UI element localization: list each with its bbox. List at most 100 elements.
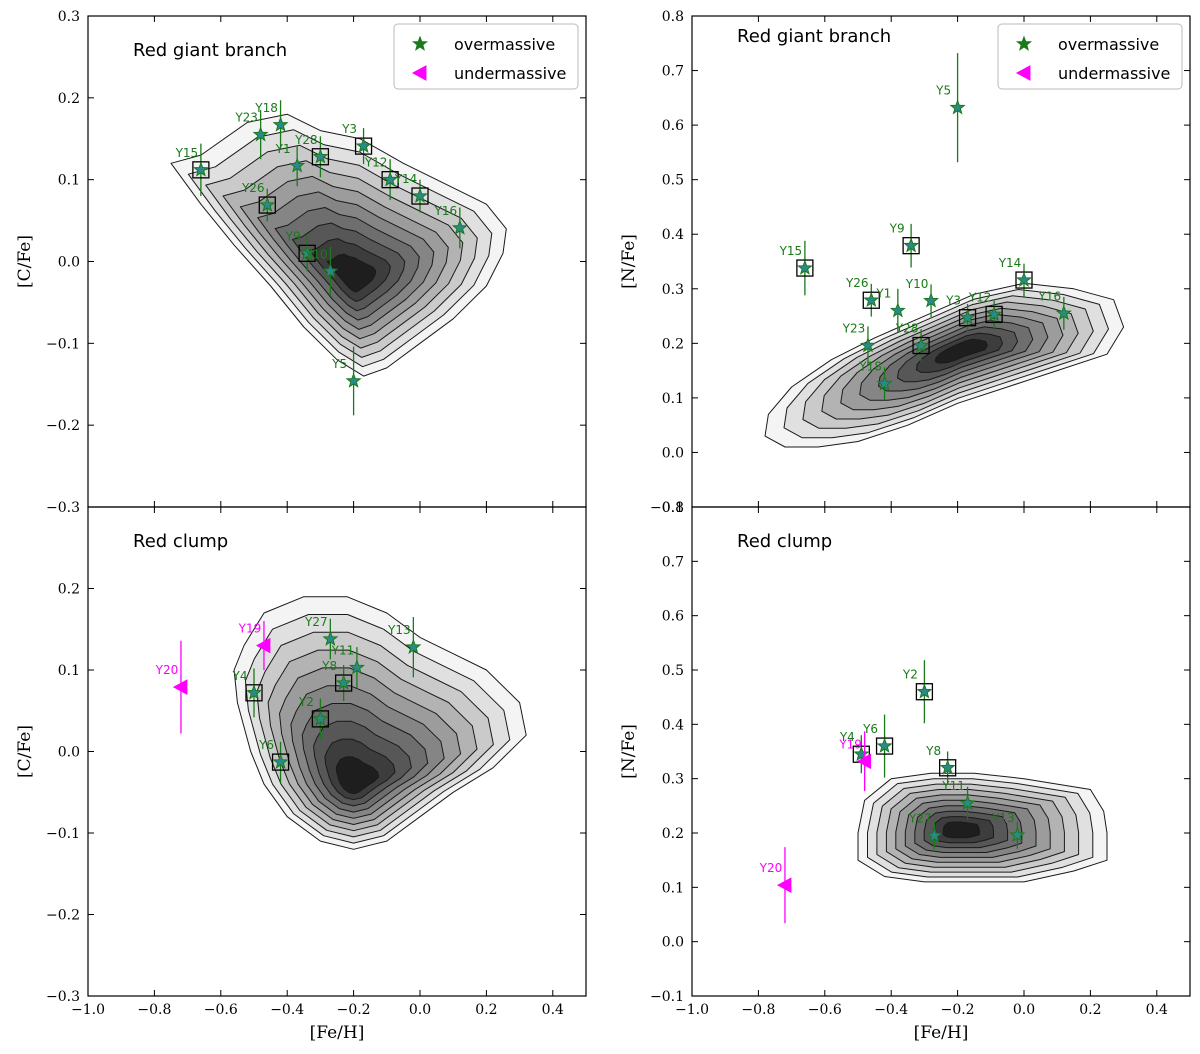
- x-tick-label: −0.8: [137, 1002, 171, 1018]
- point-label: Y14: [394, 172, 418, 186]
- x-tick-label: 0.0: [409, 1002, 431, 1018]
- y-tick-label: −0.3: [46, 500, 80, 516]
- star-marker: [312, 710, 329, 726]
- star-marker: [192, 161, 209, 177]
- point-label: Y15: [175, 146, 199, 160]
- star-marker: [859, 337, 876, 353]
- star-marker: [312, 148, 329, 164]
- y-tick-label: 0.8: [662, 9, 684, 25]
- star-marker: [853, 745, 870, 762]
- triangle-marker: [172, 679, 188, 695]
- point-label: Y6: [862, 722, 878, 736]
- x-axis-label: [Fe/H]: [310, 1023, 365, 1043]
- y-tick-label: 0.3: [662, 772, 684, 788]
- star-marker: [382, 171, 399, 187]
- data-points: Y5 Y15 Y9 Y26 Y1 Y10 Y3 Y12 Y14 Y16 Y23 Y28 Y18: [779, 53, 1072, 401]
- legend-triangle-icon: [411, 65, 427, 81]
- star-marker: [252, 126, 269, 142]
- y-tick-label: 0.3: [58, 9, 80, 25]
- legend-triangle-icon: [1015, 65, 1031, 81]
- star-marker: [299, 244, 316, 261]
- y-tick-label: 0.5: [662, 173, 684, 189]
- point-label: Y12: [364, 156, 388, 170]
- point-label: Y27: [304, 615, 328, 629]
- star-marker: [903, 237, 920, 253]
- point-label: Y3: [945, 294, 961, 308]
- y-tick-label: 0.2: [662, 336, 684, 352]
- star-marker: [1015, 271, 1033, 287]
- y-tick-label: −0.2: [46, 418, 80, 434]
- point-label: Y28: [895, 322, 919, 336]
- legend-box: [393, 23, 579, 90]
- star-marker: [959, 309, 976, 325]
- y-tick-label: 0.2: [662, 826, 684, 842]
- point-label: Y23: [234, 111, 258, 125]
- y-tick-label: 0.3: [662, 282, 684, 298]
- star-marker: [345, 372, 362, 388]
- y-tick-label: 0.2: [58, 91, 80, 107]
- panel-nfe-rc: −1.0 −0.8 −0.6 −0.4 −0.2 0.0 0.2 0.4 −0.1 0.0 0.1 0…: [619, 500, 1191, 1043]
- point-label: Y14: [998, 256, 1022, 270]
- point-label: Y16: [434, 204, 458, 218]
- star-marker: [916, 683, 933, 699]
- y-tick-label: −0.3: [46, 989, 80, 1005]
- x-tick-label: −0.8: [741, 1002, 775, 1018]
- point-label: Y11: [331, 644, 355, 658]
- point-label: Y26: [241, 181, 265, 195]
- point-label: Y10: [905, 277, 929, 291]
- y-tick-label: 0.2: [58, 582, 80, 598]
- contour-level: [942, 821, 980, 839]
- y-tick-label: 0.4: [662, 717, 684, 733]
- point-label: Y8: [321, 659, 337, 673]
- star-marker: [926, 827, 943, 843]
- star-marker: [322, 630, 339, 646]
- star-marker: [322, 262, 339, 279]
- point-label: Y15: [779, 244, 803, 258]
- star-marker: [923, 292, 940, 308]
- contour-level: [326, 253, 377, 293]
- triangle-marker: [255, 637, 271, 654]
- star-marker: [959, 794, 976, 810]
- star-marker: [272, 753, 289, 769]
- y-tick-label: −0.2: [46, 908, 80, 924]
- panel-title: Red clump: [737, 531, 832, 552]
- y-tick-label: 0.1: [58, 173, 80, 189]
- y-tick-label: 0.1: [58, 663, 80, 679]
- x-tick-label: −0.4: [874, 1002, 908, 1018]
- star-marker: [245, 684, 263, 700]
- point-label: Y19: [838, 737, 862, 751]
- star-marker: [796, 259, 813, 275]
- star-marker: [289, 157, 306, 173]
- y-axis-label: [C/Fe]: [15, 725, 35, 778]
- y-tick-label: −0.1: [650, 989, 684, 1005]
- y-tick-label: −0.1: [46, 826, 80, 842]
- y-tick-label: 0.1: [662, 391, 684, 407]
- panel-nfe-rgb: −0.1 0.0 0.1 0.2 0.3 0.4 0.5 0.6 0.7 0.8 [N/Fe] Red…: [619, 9, 1191, 516]
- point-label: Y9: [889, 222, 905, 236]
- star-marker: [913, 337, 930, 353]
- point-label: Y26: [845, 276, 869, 290]
- panel-title: Red clump: [133, 531, 228, 552]
- density-contours: [764, 282, 1125, 448]
- panel-title: Red giant branch: [737, 26, 891, 47]
- y-tick-label: −0.1: [650, 500, 684, 516]
- star-marker: [1055, 304, 1072, 321]
- legend-label: undermassive: [454, 64, 566, 83]
- point-label: Y3: [341, 122, 357, 136]
- density-contours: [857, 772, 1108, 883]
- legend-label: undermassive: [1058, 64, 1170, 83]
- density-contours: [170, 113, 507, 377]
- point-label: Y18: [858, 360, 882, 374]
- x-tick-label: 0.2: [1079, 1002, 1101, 1018]
- x-tick-label: 0.4: [542, 1002, 564, 1018]
- point-label: Y4: [232, 669, 248, 683]
- star-marker: [876, 737, 893, 753]
- x-tick-label: −1.0: [71, 1002, 105, 1018]
- star-marker: [411, 187, 429, 203]
- y-tick-label: 0.0: [662, 445, 684, 461]
- x-tick-label: −0.2: [941, 1002, 975, 1018]
- y-tick-label: 0.7: [662, 554, 684, 570]
